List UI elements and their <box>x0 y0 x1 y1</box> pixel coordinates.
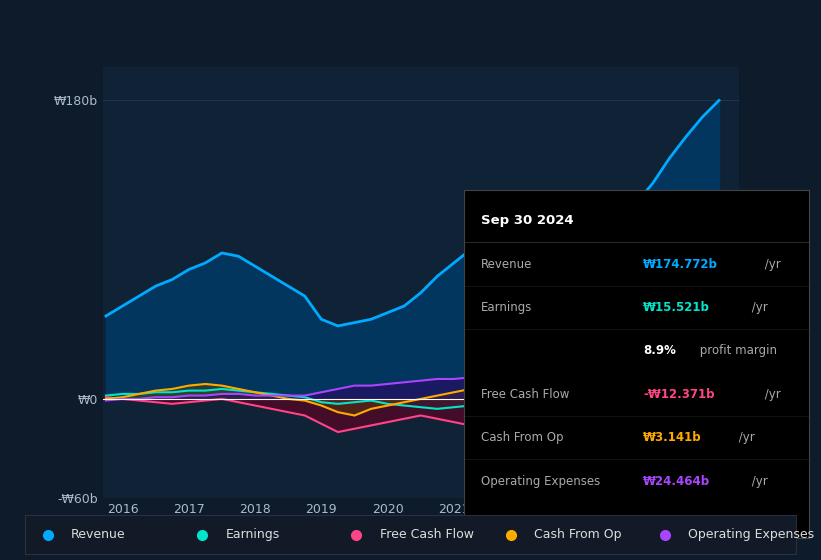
Text: Cash From Op: Cash From Op <box>534 528 621 542</box>
Text: 8.9%: 8.9% <box>643 344 676 357</box>
Text: ₩24.464b: ₩24.464b <box>643 475 710 488</box>
Text: /yr: /yr <box>735 431 754 444</box>
Text: Cash From Op: Cash From Op <box>481 431 563 444</box>
Text: ₩174.772b: ₩174.772b <box>643 258 718 270</box>
Text: -₩12.371b: -₩12.371b <box>643 388 714 401</box>
Text: Free Cash Flow: Free Cash Flow <box>379 528 474 542</box>
Text: profit margin: profit margin <box>695 344 777 357</box>
Text: Earnings: Earnings <box>225 528 279 542</box>
Text: Sep 30 2024: Sep 30 2024 <box>481 214 574 227</box>
Text: Operating Expenses: Operating Expenses <box>688 528 814 542</box>
Text: /yr: /yr <box>748 301 768 314</box>
Text: ₩3.141b: ₩3.141b <box>643 431 702 444</box>
Text: /yr: /yr <box>748 475 768 488</box>
Text: /yr: /yr <box>761 258 781 270</box>
Text: Revenue: Revenue <box>71 528 126 542</box>
Text: Revenue: Revenue <box>481 258 533 270</box>
Text: Operating Expenses: Operating Expenses <box>481 475 600 488</box>
Text: Earnings: Earnings <box>481 301 533 314</box>
Text: Free Cash Flow: Free Cash Flow <box>481 388 570 401</box>
Text: /yr: /yr <box>761 388 781 401</box>
Text: ₩15.521b: ₩15.521b <box>643 301 710 314</box>
